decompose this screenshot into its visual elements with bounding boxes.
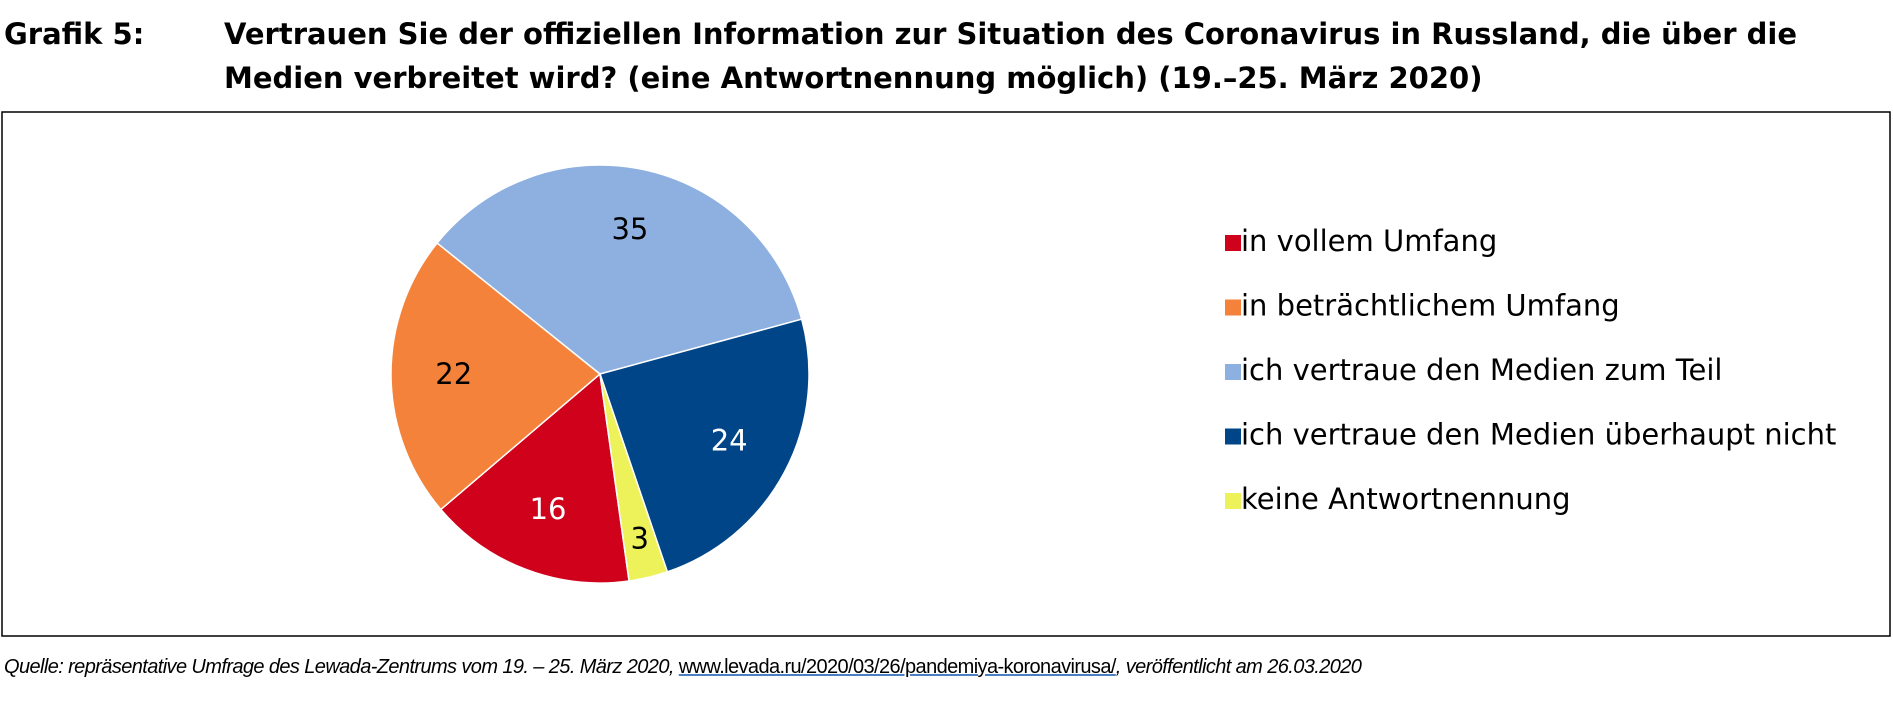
source-text: , veröffentlicht am 26.03.2020	[1115, 656, 1362, 678]
chart-frame	[1, 111, 1891, 637]
pie-slice	[390, 241, 602, 511]
legend-label: ich vertraue den Medien zum Teil	[1241, 353, 1722, 387]
pie-slice	[439, 372, 630, 584]
legend-label: keine Antwortnennung	[1241, 482, 1571, 516]
data-label: 22	[435, 357, 472, 391]
pie-slice	[436, 164, 803, 375]
legend-swatch	[1225, 364, 1241, 380]
figure-label: Grafik 5:	[4, 17, 145, 51]
legend-label: in beträchtlichem Umfang	[1241, 289, 1620, 323]
legend-label: in vollem Umfang	[1241, 224, 1497, 258]
legend-swatch	[1225, 235, 1241, 251]
legend-swatch	[1225, 299, 1241, 316]
data-label: 16	[530, 492, 567, 526]
data-label: 24	[711, 424, 748, 458]
pie-slice	[599, 373, 669, 582]
chart-title: Vertrauen Sie der offiziellen Informatio…	[224, 17, 1797, 95]
legend-swatch	[1225, 428, 1241, 445]
source: Quelle: repräsentative Umfrage des Lewad…	[4, 656, 1362, 679]
data-label: 35	[611, 212, 648, 246]
data-label: 3	[630, 522, 648, 556]
source-text: Quelle: repräsentative Umfrage des Lewad…	[4, 656, 679, 678]
legend-swatch	[1225, 493, 1241, 509]
pie-slice	[599, 318, 810, 573]
legend-label: ich vertraue den Medien überhaupt nicht	[1241, 418, 1836, 452]
source-link[interactable]: www.levada.ru/2020/03/26/pandemiya-koron…	[678, 656, 1117, 678]
